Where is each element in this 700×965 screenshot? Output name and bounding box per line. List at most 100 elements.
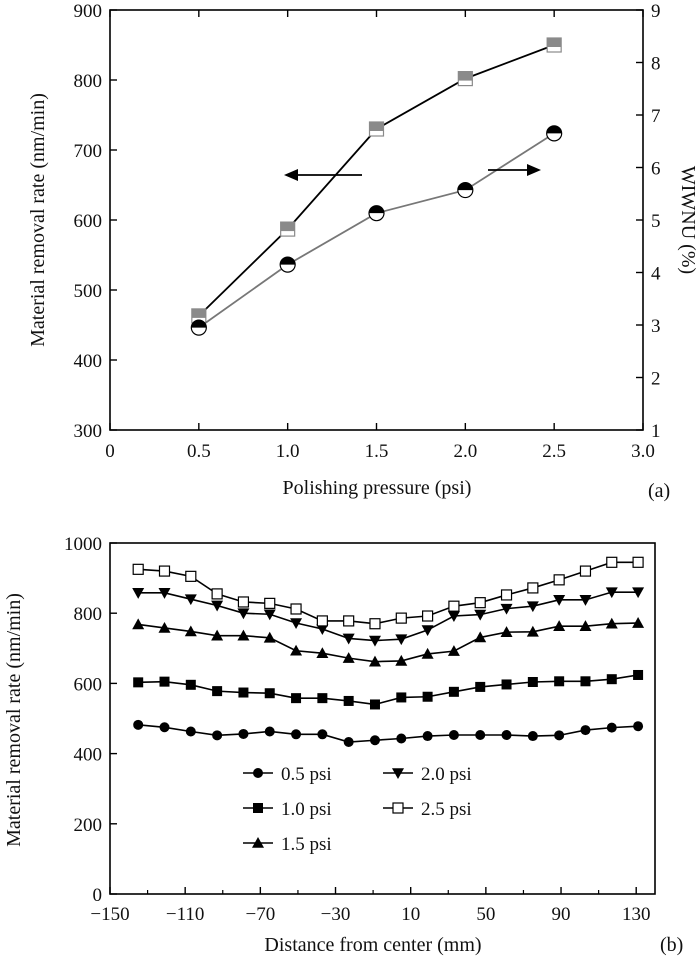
panel-b-xtick-label: 10	[401, 904, 420, 925]
open-square-marker	[579, 565, 592, 577]
triangle-down-marker	[290, 618, 303, 630]
triangle-down-marker	[184, 594, 197, 606]
panel-a-annotation-arrows	[284, 164, 541, 181]
triangle-down-marker	[632, 587, 645, 599]
panel-b-ticks: −150 −110 −70 −30 10 50 90 130 0 200 400 600 800 1000	[64, 534, 650, 925]
triangle-up-marker	[395, 654, 408, 666]
square-marker-fill	[280, 222, 295, 232]
square-marker	[527, 676, 538, 687]
panel-b-series-2-5-psi	[132, 556, 644, 630]
triangle-up-marker	[605, 617, 618, 629]
panel-a-y2tick-label: 3	[651, 316, 661, 337]
circle-marker-fill	[457, 182, 473, 191]
open-square-marker	[158, 565, 171, 577]
open-square-marker	[527, 582, 539, 594]
panel-a-y2tick-label: 8	[651, 54, 661, 75]
square-marker	[475, 681, 486, 692]
triangle-down-marker	[132, 588, 145, 599]
triangle-down-marker	[474, 609, 487, 621]
open-square-marker	[606, 556, 618, 568]
square-marker	[159, 676, 170, 687]
panel-b-series-2-0-psi	[132, 587, 645, 647]
triangle-up-marker	[368, 655, 381, 667]
circle-marker	[369, 735, 380, 746]
open-square-marker	[264, 597, 276, 609]
square-marker	[238, 687, 249, 698]
triangle-down-marker	[237, 608, 250, 620]
triangle-up-marker	[184, 625, 197, 637]
panel-b-series-1-5-psi	[132, 617, 645, 667]
circle-marker	[527, 731, 538, 742]
panel-b-xtick-label: −110	[166, 904, 205, 925]
circle-marker	[606, 722, 617, 733]
square-marker-fill	[191, 308, 206, 318]
triangle-down-marker	[500, 603, 513, 615]
square-marker	[501, 679, 512, 690]
panel-a-circle-marker	[368, 205, 385, 222]
triangle-down-marker	[158, 588, 171, 599]
circle-marker-fill	[280, 257, 296, 265]
open-square-marker	[395, 612, 407, 624]
panel-a-square-marker	[546, 37, 562, 53]
triangle-up-marker	[290, 644, 303, 656]
open-square-marker	[422, 610, 434, 622]
triangle-down-marker	[211, 600, 224, 612]
panel-a-ticks: 0 0.5 1.0 1.5 2.0 2.5 3.0 300 400 500 600 700 800 900…	[74, 1, 662, 462]
open-square-marker	[369, 618, 381, 630]
open-square-marker	[132, 563, 144, 575]
panel-b-ytick-label: 800	[74, 604, 103, 625]
panel-b-ytick-label: 600	[74, 674, 103, 695]
panel-a-y2tick-label: 4	[651, 264, 661, 285]
square-marker	[185, 679, 196, 690]
circle-marker	[238, 728, 249, 739]
triangle-up-marker	[316, 647, 329, 659]
panel-a-series-wiwnu-line	[198, 132, 555, 329]
circle-marker	[317, 729, 328, 740]
circle-marker	[264, 726, 275, 737]
triangle-up-marker	[237, 629, 250, 641]
open-square-marker	[474, 597, 486, 609]
panel-a-y2tick-label: 2	[651, 369, 661, 390]
panel-a-y2tick-label: 9	[651, 1, 661, 22]
series-line	[138, 591, 639, 642]
circle-marker-fill	[191, 320, 207, 328]
triangle-down-marker	[447, 611, 460, 623]
triangle-up-marker	[252, 837, 264, 848]
legend-label: 2.0 psi	[421, 764, 472, 785]
panel-a-ytick-label: 400	[74, 351, 103, 372]
circle-marker-fill	[369, 205, 384, 214]
panel-a-xtick-label: 1.5	[365, 441, 389, 462]
open-square-marker	[392, 802, 404, 814]
panel-a-y2tick-label: 1	[651, 421, 661, 442]
panel-b-ytick-label: 0	[93, 885, 103, 906]
square-marker	[448, 686, 459, 697]
panel-b-xtick-label: 90	[552, 904, 571, 925]
panel-a-circle-marker	[190, 319, 207, 336]
triangle-up-marker	[263, 631, 276, 643]
circle-marker	[422, 731, 433, 742]
circle-marker	[475, 729, 486, 740]
panel-a-circle-marker	[279, 256, 296, 273]
triangle-up-marker	[132, 618, 145, 630]
panel-a-ytick-label: 700	[74, 141, 103, 162]
triangle-up-marker	[474, 631, 487, 643]
panel-b-ylabel: Material removal rate (nm/min)	[3, 593, 25, 847]
circle-marker	[580, 725, 591, 736]
square-marker	[396, 692, 407, 703]
panel-b-tag: (b)	[660, 934, 683, 956]
panel-b-xtick-label: −30	[321, 904, 351, 925]
panel-b-series	[132, 556, 645, 748]
circle-marker	[448, 729, 459, 740]
panel-a-square-marker	[457, 70, 473, 87]
panel-a-ytick-label: 300	[74, 421, 103, 442]
triangle-down-marker	[342, 633, 355, 645]
circle-marker	[291, 729, 302, 740]
legend-label: 2.5 psi	[421, 799, 472, 820]
triangle-down-marker	[316, 624, 329, 635]
square-marker	[422, 691, 433, 702]
circle-marker	[396, 733, 407, 744]
panel-b-ytick-label: 200	[74, 815, 103, 836]
triangle-down-marker	[605, 587, 618, 599]
panel-a-y2tick-label: 5	[651, 211, 661, 232]
